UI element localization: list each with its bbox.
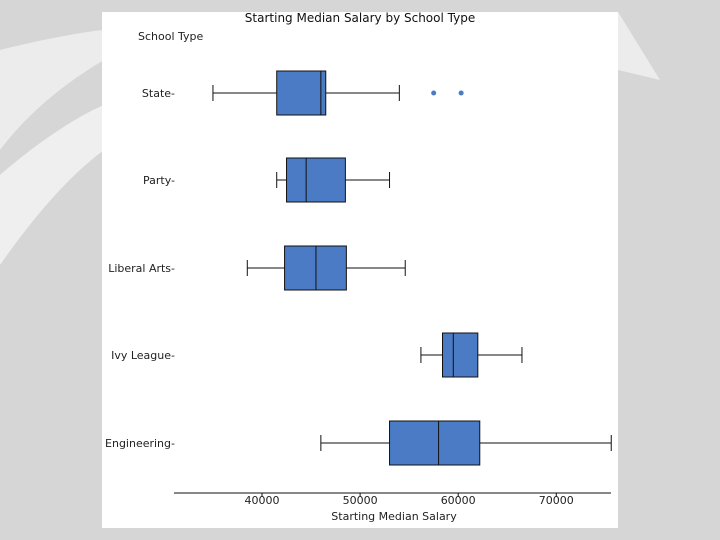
x-tick-label: 70000: [539, 494, 574, 507]
x-tick-label: 40000: [245, 494, 280, 507]
chart-marks: State- Party- Liberal Arts- Ivy League- Engi…: [105, 70, 612, 507]
chart-panel: Starting Median Salary by School Type Sc…: [102, 12, 618, 528]
category-label: Ivy League-: [111, 349, 175, 362]
x-tick-label: 50000: [343, 494, 378, 507]
x-axis-label: Starting Median Salary: [331, 510, 457, 523]
category-label: Engineering-: [105, 437, 175, 450]
box-plot-chart: Starting Median Salary by School Type Sc…: [105, 12, 612, 523]
category-label: Party-: [143, 174, 175, 187]
iqr-box: [442, 332, 479, 378]
chart-title: Starting Median Salary by School Type: [245, 12, 475, 25]
iqr-box: [276, 70, 327, 116]
category-label: State-: [142, 87, 175, 100]
outlier-point: [458, 90, 464, 96]
y-axis-label: School Type: [138, 30, 204, 43]
iqr-box: [286, 157, 346, 203]
x-tick-label: 60000: [441, 494, 476, 507]
category-label: Liberal Arts-: [108, 262, 175, 275]
outlier-point: [431, 90, 437, 96]
iqr-box: [389, 420, 481, 466]
